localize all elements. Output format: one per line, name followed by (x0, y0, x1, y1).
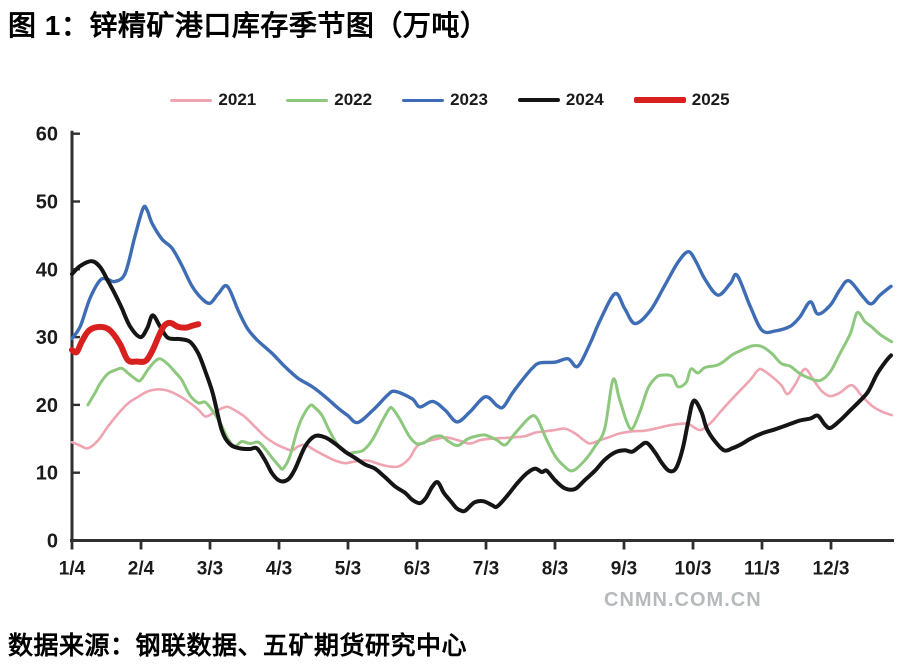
legend-label-2021: 2021 (218, 90, 257, 109)
series-line-2025 (69, 319, 202, 365)
y-tick-label: 40 (36, 259, 58, 281)
legend-label-2023: 2023 (450, 90, 488, 109)
legend-item-2021: 2021 (170, 90, 256, 110)
x-tick-label: 12/3 (813, 559, 850, 580)
legend-item-2022: 2022 (286, 90, 372, 110)
x-tick-label: 3/3 (197, 559, 223, 580)
legend-line-swatch-2023 (402, 98, 445, 102)
x-tick-label: 4/3 (266, 559, 292, 580)
legend-line-swatch-2021 (170, 98, 213, 102)
y-tick-label: 0 (47, 531, 58, 553)
x-tick-label: 9/3 (611, 559, 637, 580)
series-line-2022 (86, 310, 894, 473)
legend-item-2023: 2023 (402, 90, 488, 110)
plot-svg: 0 10 20 30 40 50 60 1/4 2/4 3/3 4/3 5/3 6/3 7/3 8/3 9/3… (36, 124, 894, 580)
y-tick-label: 10 (36, 463, 58, 485)
x-tick-label: 7/3 (473, 559, 499, 580)
legend-line-swatch-2024 (517, 98, 560, 102)
x-tick-label: 8/3 (542, 559, 568, 580)
watermark: CNMN.COM.CN (604, 589, 762, 611)
legend-label-2025: 2025 (691, 90, 730, 109)
legend-item-2024: 2024 (517, 90, 604, 110)
y-tick-label: 60 (36, 124, 58, 146)
series-line-2023 (70, 204, 893, 425)
series-line-2021 (70, 367, 893, 469)
x-tick-label: 6/3 (404, 559, 430, 580)
legend-item-2025: 2025 (633, 90, 730, 110)
figure-title: 图 1：锌精矿港口库存季节图（万吨） (8, 10, 489, 41)
legend-label-2022: 2022 (334, 90, 373, 109)
x-tick-label: 11/3 (744, 559, 780, 580)
legend-line-swatch-2022 (286, 98, 329, 102)
chart-legend: 2021 2022 2023 2024 2025 (0, 88, 900, 112)
y-tick-label: 50 (36, 192, 58, 214)
x-tick-label: 5/3 (335, 559, 361, 580)
x-tick-label: 2/4 (128, 559, 155, 580)
legend-line-swatch-2025 (633, 97, 686, 103)
x-tick-label: 1/4 (59, 559, 86, 580)
series-line-2024 (70, 259, 893, 514)
y-tick-label: 30 (36, 327, 58, 349)
source-note: 数据来源：钢联数据、五矿期货研究中心 (8, 632, 468, 660)
y-tick-label: 20 (36, 395, 58, 417)
x-tick-label: 10/3 (675, 559, 712, 580)
legend-label-2024: 2024 (565, 90, 604, 109)
